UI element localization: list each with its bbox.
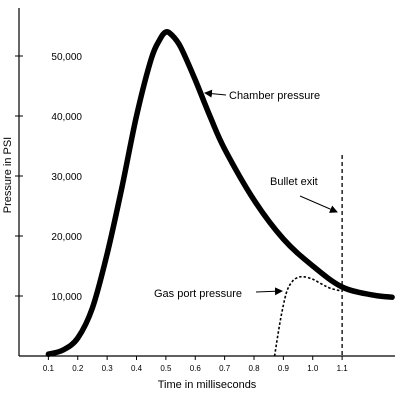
- series-layer: [45, 29, 395, 357]
- x-tick-label: 0.6: [190, 364, 202, 373]
- axes: [18, 8, 395, 357]
- gas-port-pressure-arrow: [255, 287, 283, 296]
- x-tick-label: 0.4: [131, 364, 143, 373]
- x-tick-label: 0.9: [278, 364, 290, 373]
- chamber-pressure-annotation: Chamber pressure: [229, 90, 320, 102]
- gas-port-pressure-line: [273, 275, 343, 357]
- x-tick-label: 1.0: [307, 364, 319, 373]
- bullet-exit-arrow: [299, 195, 338, 213]
- y-tick-label: 30,000: [51, 172, 82, 183]
- chamber-pressure-line: [45, 29, 395, 357]
- y-tick-label: 50,000: [51, 52, 82, 63]
- y-tick-label: 20,000: [51, 232, 82, 243]
- x-tick-label: 0.2: [72, 364, 84, 373]
- x-tick-label: 1.1: [337, 364, 349, 373]
- annotations-layer: Chamber pressure Gas port pressure Bullet …: [154, 89, 338, 300]
- bullet-exit-annotation: Bullet exit: [270, 176, 318, 188]
- gas-port-pressure-annotation: Gas port pressure: [154, 288, 242, 300]
- y-tick-label: 10,000: [51, 292, 82, 303]
- x-tick-label: 0.3: [102, 364, 114, 373]
- ticks: 0.1 0.2 0.3 0.4 0.5 0.6 0.7 0.8 0.9 1.0 1.1 10,000 2…: [15, 52, 348, 373]
- y-tick-label: 40,000: [51, 112, 82, 123]
- chamber-pressure-arrow: [204, 89, 227, 98]
- x-tick-label: 0.8: [248, 364, 260, 373]
- x-tick-label: 0.7: [219, 364, 231, 373]
- x-tick-label: 0.1: [43, 364, 55, 373]
- y-axis-label: Pressure in PSI: [2, 137, 14, 213]
- x-axis-label: Time in milliseconds: [158, 379, 257, 391]
- x-tick-label: 0.5: [160, 364, 172, 373]
